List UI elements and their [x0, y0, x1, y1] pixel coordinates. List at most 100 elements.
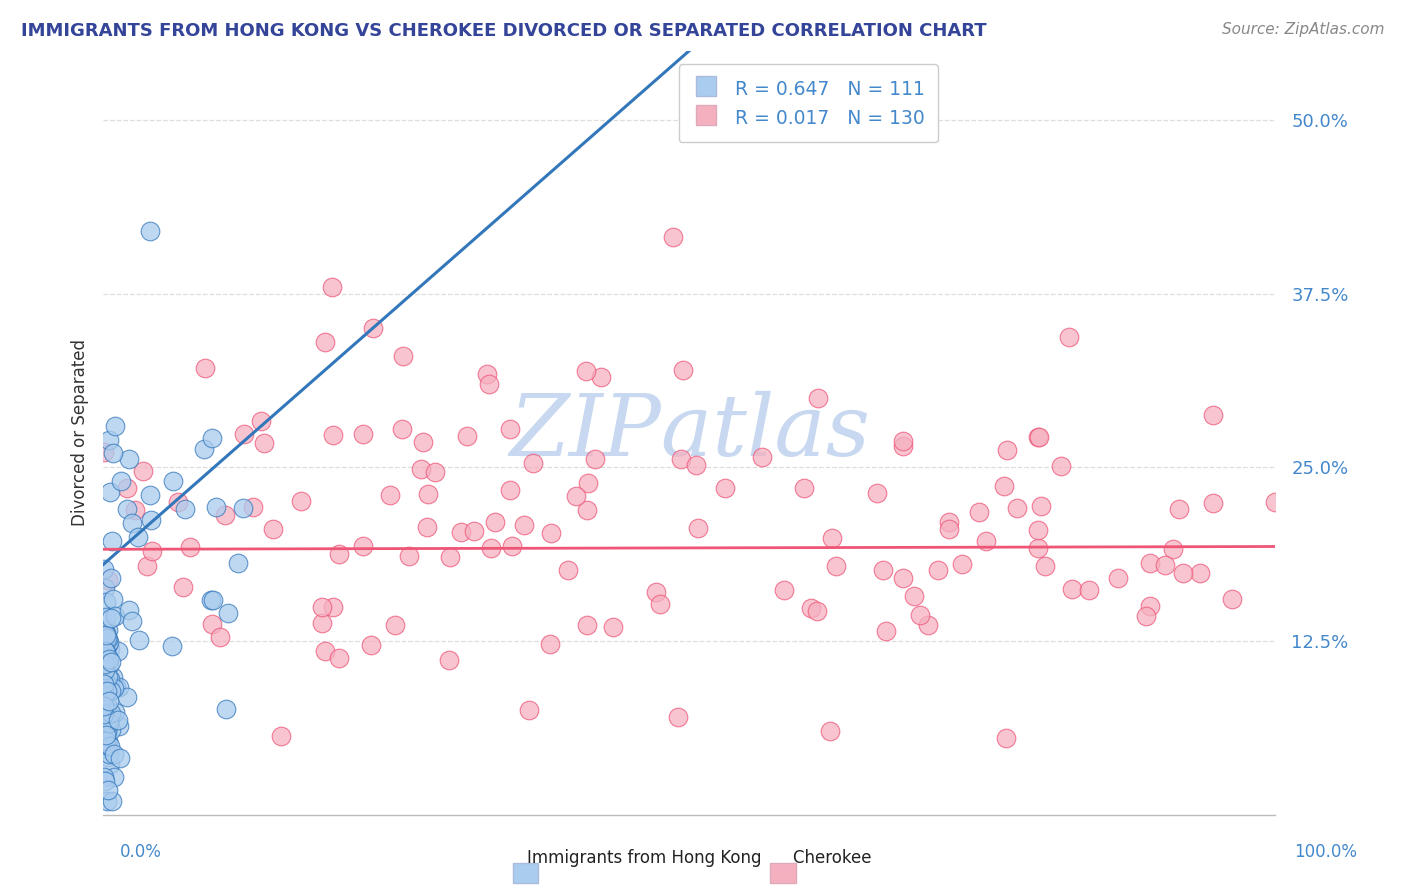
Text: Immigrants from Hong Kong      Cherokee: Immigrants from Hong Kong Cherokee — [506, 849, 872, 867]
Point — [94, 774, 117, 789]
Point — [450, 525, 472, 540]
Point — [97, 637, 120, 651]
Point — [209, 630, 232, 644]
Point — [174, 502, 197, 516]
Point — [124, 502, 146, 516]
Point — [103, 770, 125, 784]
Point — [662, 229, 685, 244]
Point — [96, 627, 118, 641]
Point — [1202, 408, 1225, 422]
Point — [162, 640, 184, 654]
Point — [172, 580, 194, 594]
Point — [666, 710, 689, 724]
Point — [96, 670, 118, 684]
Point — [967, 505, 990, 519]
Point — [115, 502, 138, 516]
Point — [993, 479, 1015, 493]
Point — [202, 593, 225, 607]
Point — [910, 608, 932, 623]
Point — [94, 581, 117, 595]
Point — [101, 670, 124, 684]
Point — [478, 377, 501, 392]
Point — [96, 650, 118, 665]
Point — [141, 544, 163, 558]
Point — [1173, 566, 1195, 580]
Point — [994, 731, 1017, 746]
Point — [98, 433, 121, 447]
Point — [98, 756, 121, 771]
Point — [499, 422, 522, 436]
Point — [98, 739, 121, 754]
Point — [101, 794, 124, 808]
Point — [107, 680, 129, 694]
Point — [98, 714, 121, 728]
Point — [1220, 591, 1243, 606]
Point — [311, 599, 333, 614]
Point — [314, 335, 336, 350]
Point — [94, 595, 117, 609]
Point — [101, 446, 124, 460]
Point — [98, 658, 121, 673]
Point — [201, 616, 224, 631]
Point — [875, 624, 897, 638]
Point — [97, 623, 120, 637]
Point — [321, 280, 343, 294]
Point — [352, 539, 374, 553]
Point — [475, 367, 498, 381]
Point — [557, 563, 579, 577]
Legend: R = 0.647   N = 111, R = 0.017   N = 130: R = 0.647 N = 111, R = 0.017 N = 130 — [679, 64, 938, 143]
Point — [96, 734, 118, 748]
Point — [107, 719, 129, 733]
Point — [98, 651, 121, 665]
Point — [872, 563, 894, 577]
Point — [162, 474, 184, 488]
Point — [576, 503, 599, 517]
Point — [591, 370, 613, 384]
Point — [91, 639, 114, 653]
Point — [100, 571, 122, 585]
Point — [104, 705, 127, 719]
Point — [98, 635, 121, 649]
Point — [1161, 541, 1184, 556]
Point — [97, 782, 120, 797]
Point — [97, 750, 120, 764]
Point — [93, 693, 115, 707]
Point — [215, 702, 238, 716]
Point — [1033, 559, 1056, 574]
Point — [384, 617, 406, 632]
Point — [139, 224, 162, 238]
Point — [179, 541, 201, 555]
Point — [1139, 556, 1161, 570]
Point — [94, 715, 117, 730]
Point — [891, 434, 914, 448]
Point — [97, 573, 120, 587]
Point — [866, 486, 889, 500]
Point — [93, 676, 115, 690]
Point — [93, 690, 115, 705]
Point — [205, 500, 228, 515]
Point — [100, 684, 122, 698]
Text: ZIP​atlas: ZIP​atlas — [509, 392, 870, 474]
Point — [139, 488, 162, 502]
Point — [242, 500, 264, 515]
Point — [103, 591, 125, 606]
Point — [100, 672, 122, 686]
Point — [391, 422, 413, 436]
Point — [997, 442, 1019, 457]
Point — [93, 445, 115, 459]
Point — [917, 618, 939, 632]
Point — [96, 676, 118, 690]
Point — [950, 557, 973, 571]
Point — [927, 563, 949, 577]
Point — [463, 524, 485, 538]
Point — [1188, 566, 1211, 581]
Point — [479, 541, 502, 556]
Point — [115, 481, 138, 495]
Point — [93, 622, 115, 636]
Point — [1029, 499, 1052, 513]
Point — [540, 526, 562, 541]
Point — [94, 657, 117, 672]
Point — [938, 516, 960, 530]
Text: 0.0%: 0.0% — [120, 843, 162, 861]
Point — [103, 747, 125, 762]
